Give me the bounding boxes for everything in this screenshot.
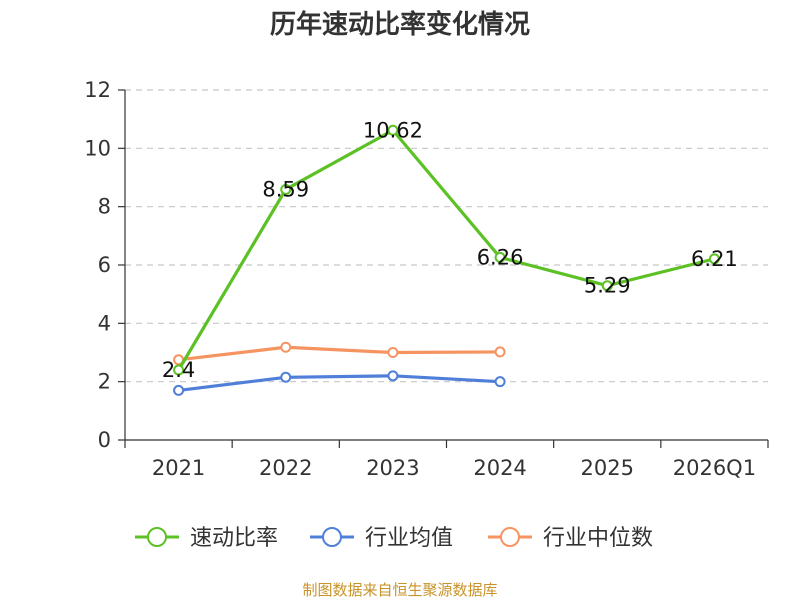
data-point [387,124,399,136]
legend-marker [322,527,342,547]
data-point [494,376,506,388]
data-point [387,347,399,358]
y-tick-label: 10 [84,136,111,160]
series-line [176,374,502,393]
data-point [387,370,399,382]
data-point [708,253,720,265]
source-note: 制图数据来自恒生聚源数据库 [302,581,497,599]
data-labels: 2.4 8.59 10.62 6.26 5.29 6.21 [162,118,738,382]
data-point [601,280,613,292]
data-label: 10.62 [363,118,423,142]
data-label: 6.21 [691,247,738,271]
legend-label: 速动比率 [190,526,278,551]
data-label: 5.29 [584,274,631,298]
legend-label: 行业均值 [365,526,453,551]
x-tick-label: 2025 [581,456,634,480]
data-point [280,183,292,195]
series-line [176,345,502,362]
x-tick-label: 2023 [366,456,419,480]
legend-label: 行业中位数 [543,526,653,551]
chart-title: 历年速动比率变化情况 [270,9,530,40]
axes: 0 2 4 6 8 10 12 2021 2022 2023 2024 2025 2026Q1 [84,78,769,480]
data-label: 8.59 [262,177,309,201]
data-point [173,384,185,396]
x-tick-label: 2021 [152,456,205,480]
data-point [494,251,506,263]
y-tick-label: 2 [98,370,111,394]
series-group [173,124,720,396]
x-tick-label: 2026Q1 [673,456,756,480]
y-tick-label: 6 [98,253,111,277]
data-point [280,341,292,353]
data-label: 2.4 [162,358,195,382]
grid [125,89,768,383]
legend-marker [500,527,520,547]
legend[interactable]: 速动比率 行业均值 行业中位数 [135,526,653,551]
data-point [280,371,292,383]
legend-marker [147,527,167,547]
data-label: 6.26 [477,245,524,269]
y-tick-label: 4 [98,311,111,335]
y-tick-label: 8 [98,195,111,219]
x-tick-label: 2024 [473,456,526,480]
data-point [173,364,185,376]
series-line [176,128,717,372]
y-tick-label: 12 [84,78,111,102]
y-tick-label: 0 [98,428,111,452]
data-point [494,346,506,358]
x-tick-label: 2022 [259,456,312,480]
